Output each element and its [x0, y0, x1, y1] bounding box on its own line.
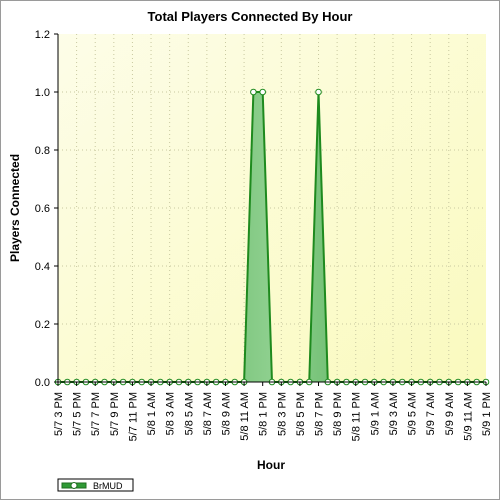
x-tick-label: 5/8 3 PM — [276, 392, 288, 436]
chart-title: Total Players Connected By Hour — [148, 9, 353, 24]
x-tick-label: 5/8 3 AM — [165, 392, 177, 435]
y-tick-label: 0.8 — [35, 145, 50, 157]
y-tick-label: 1.0 — [35, 87, 50, 99]
x-tick-label: 5/7 11 PM — [127, 392, 139, 441]
x-tick-labels: 5/7 3 PM 5/7 5 PM 5/7 7 PM 5/7 9 PM 5/7 11 P… — [53, 382, 493, 441]
x-tick-label: 5/8 7 PM — [314, 392, 326, 436]
x-tick-label: 5/8 5 AM — [183, 392, 195, 435]
x-tick-label: 5/8 1 PM — [258, 392, 270, 436]
x-tick-label: 5/9 1 AM — [369, 392, 381, 435]
x-tick-label: 5/8 11 AM — [239, 392, 251, 441]
x-tick-label: 5/8 7 AM — [202, 392, 214, 435]
data-point — [259, 88, 266, 96]
x-tick-label: 5/9 7 AM — [425, 392, 437, 435]
data-point — [315, 88, 322, 96]
y-tick-label: 0.2 — [35, 319, 50, 331]
x-tick-label: 5/9 11 AM — [462, 392, 474, 441]
x-tick-label: 5/8 9 AM — [220, 392, 232, 435]
y-tick-label: 0.4 — [35, 261, 50, 273]
x-tick-label: 5/9 9 AM — [444, 392, 456, 435]
legend-label: BrMUD — [93, 481, 123, 491]
y-tick-label: 1.2 — [35, 29, 50, 41]
x-tick-label: 5/7 3 PM — [53, 392, 65, 436]
x-axis-title: Hour — [257, 458, 285, 472]
x-tick-label: 5/9 5 AM — [407, 392, 419, 435]
x-tick-label: 5/9 3 AM — [388, 392, 400, 435]
x-tick-label: 5/7 7 PM — [90, 392, 102, 436]
x-tick-label: 5/8 11 PM — [351, 392, 363, 441]
y-axis-title: Players Connected — [8, 154, 22, 262]
x-tick-label: 5/8 1 AM — [146, 392, 158, 435]
x-tick-label: 5/7 9 PM — [109, 392, 121, 436]
y-tick-label: 0.0 — [35, 377, 50, 389]
x-tick-label: 5/8 9 PM — [332, 392, 344, 436]
x-tick-label: 5/9 1 PM — [481, 392, 493, 436]
legend: BrMUD — [57, 478, 134, 492]
x-tick-label: 5/7 5 PM — [72, 392, 84, 436]
x-tick-label: 5/8 5 PM — [295, 392, 307, 436]
y-tick-label: 0.6 — [35, 203, 50, 215]
grid-lines — [58, 34, 486, 382]
y-tick-labels: 0.0 0.2 0.4 0.6 0.8 1.0 1.2 — [35, 29, 58, 389]
legend-marker-icon — [70, 482, 78, 489]
data-point — [250, 88, 257, 96]
